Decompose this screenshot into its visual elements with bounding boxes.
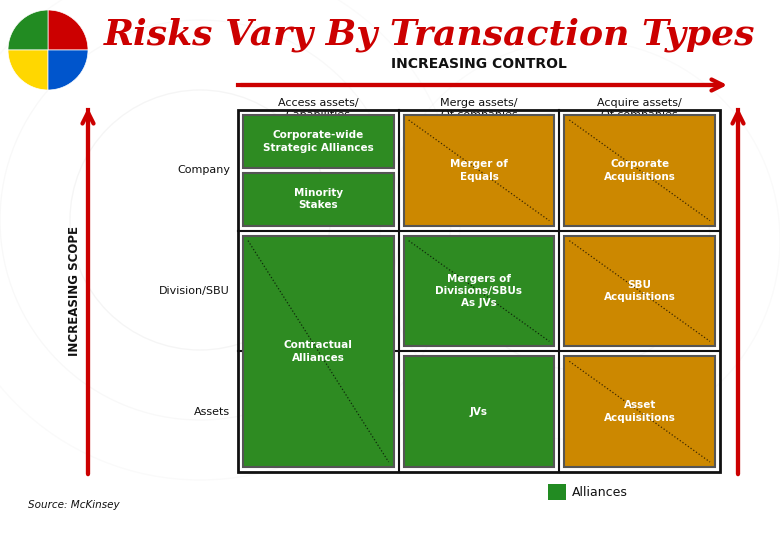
Bar [565, 235, 715, 346]
Text: Merge assets/
Of companies: Merge assets/ Of companies [440, 98, 518, 120]
Bar [404, 356, 555, 467]
Bar [548, 484, 566, 500]
Text: Company: Company [177, 165, 230, 176]
Bar [565, 356, 715, 467]
Bar [243, 235, 394, 467]
Wedge shape [8, 50, 48, 90]
Text: Minority
Stakes: Minority Stakes [294, 188, 343, 211]
Text: Acquire assets/
Of companies: Acquire assets/ Of companies [597, 98, 682, 120]
Text: Alliances: Alliances [572, 485, 628, 498]
Bar [243, 115, 394, 168]
Text: Mergers of
Divisions/SBUs
As JVs: Mergers of Divisions/SBUs As JVs [435, 274, 523, 308]
Bar [243, 173, 394, 226]
Text: Merger of
Equals: Merger of Equals [450, 159, 508, 181]
Text: Corporate-wide
Strategic Alliances: Corporate-wide Strategic Alliances [263, 130, 374, 153]
Wedge shape [48, 50, 88, 90]
Text: INCREASING SCOPE: INCREASING SCOPE [68, 226, 80, 356]
Text: INCREASING CONTROL: INCREASING CONTROL [391, 57, 567, 71]
Text: Contractual
Alliances: Contractual Alliances [284, 340, 353, 362]
Wedge shape [48, 10, 88, 50]
Text: Asset
Acquisitions: Asset Acquisitions [604, 401, 675, 423]
Bar [238, 110, 720, 472]
Bar [404, 115, 555, 226]
Bar [565, 115, 715, 226]
Text: Risks Vary By Transaction Types: Risks Vary By Transaction Types [105, 18, 756, 52]
Text: SBU
Acquisitions: SBU Acquisitions [604, 280, 675, 302]
Text: Assets: Assets [194, 407, 230, 417]
Bar [404, 235, 555, 346]
Text: Division/SBU: Division/SBU [159, 286, 230, 296]
Text: Source: McKinsey: Source: McKinsey [28, 500, 119, 510]
Wedge shape [8, 10, 48, 50]
Text: JVs: JVs [470, 407, 488, 417]
Text: Corporate
Acquisitions: Corporate Acquisitions [604, 159, 675, 181]
Text: Access assets/
Capabilities: Access assets/ Capabilities [278, 98, 359, 120]
